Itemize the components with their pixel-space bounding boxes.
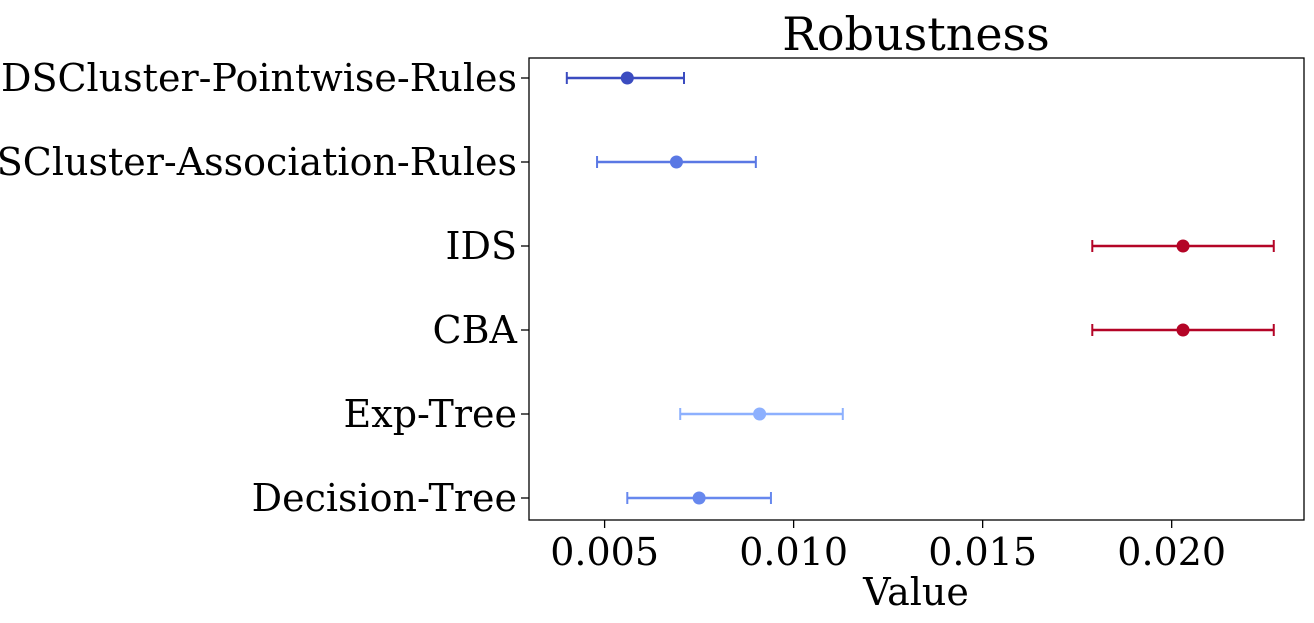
plot-frame [528,57,1305,521]
y-tick-label: DSCluster-Pointwise-Rules [1,56,517,100]
data-point [753,407,767,421]
x-tick-label: 0.010 [739,530,848,574]
y-tick-label: CBA [433,308,518,352]
chart-title: Robustness [782,7,1050,61]
data-point [1176,239,1190,253]
y-tick-label: Decision-Tree [252,476,517,520]
y-tick-label: IDS [445,224,517,268]
x-axis-label: Value [862,570,969,614]
x-tick-label: 0.020 [1117,530,1226,574]
y-tick-label: Exp-Tree [344,392,517,436]
data-point [692,491,706,505]
y-tick-label: DSCluster-Association-Rules [0,140,517,184]
data-point [1176,323,1190,337]
x-tick-label: 0.015 [928,530,1037,574]
data-point [620,71,634,85]
x-tick-label: 0.005 [550,530,659,574]
data-point [669,155,683,169]
